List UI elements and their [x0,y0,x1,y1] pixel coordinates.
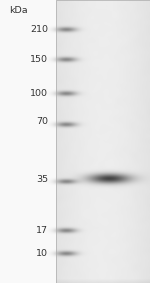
Text: 17: 17 [36,226,48,235]
Bar [56,0,150,283]
Text: 210: 210 [30,25,48,34]
Text: 150: 150 [30,55,48,64]
Text: 35: 35 [36,175,48,184]
Text: 70: 70 [36,117,48,126]
Text: 100: 100 [30,89,48,98]
Text: kDa: kDa [9,6,28,15]
Text: 10: 10 [36,249,48,258]
